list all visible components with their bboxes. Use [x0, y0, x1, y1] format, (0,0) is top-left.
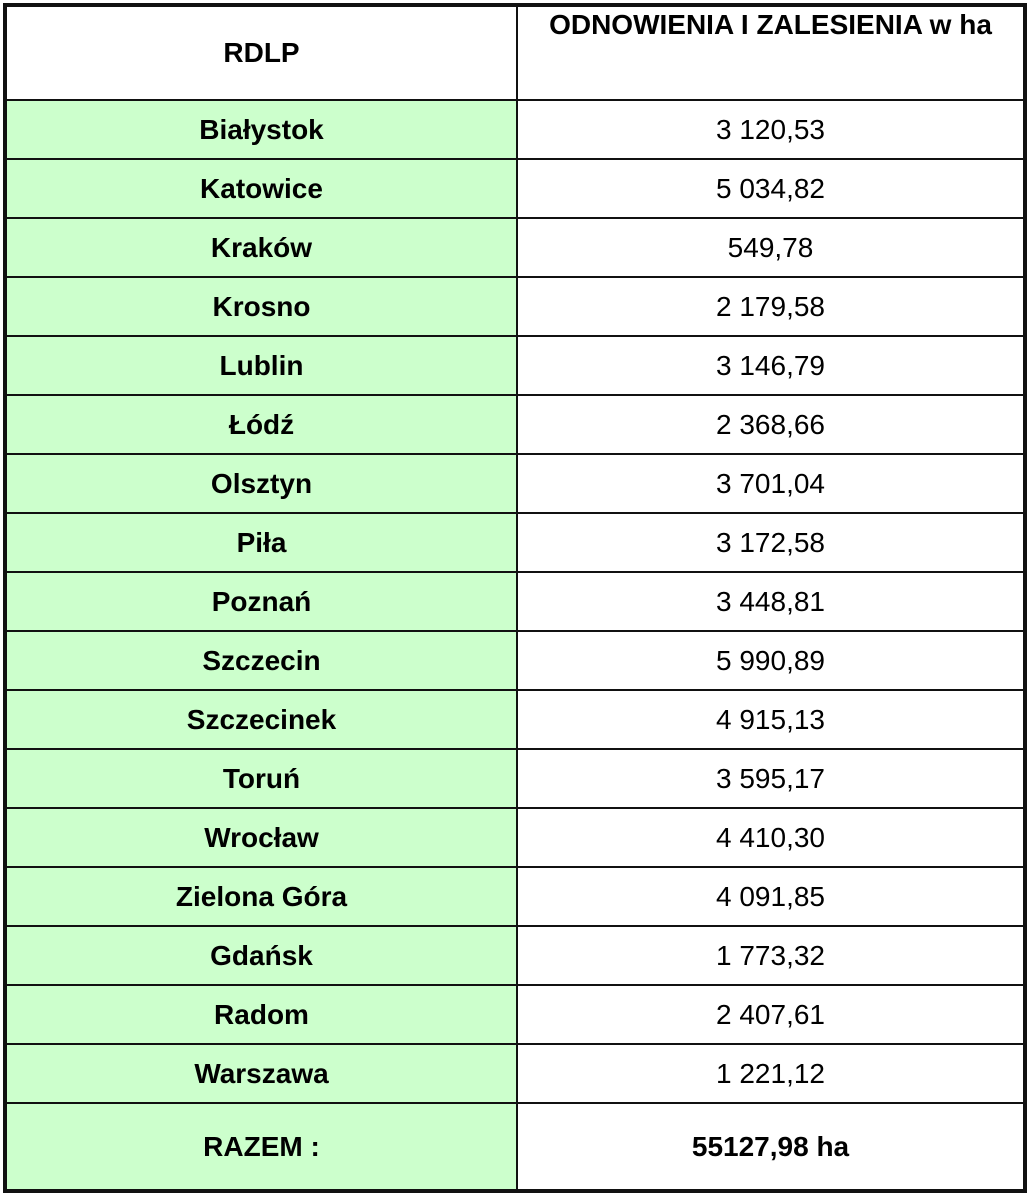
renewal-value: 2 407,61 — [516, 984, 1026, 1045]
table-row: Zielona Góra 4 091,85 — [4, 866, 1026, 927]
total-label: RAZEM : — [4, 1102, 518, 1192]
rdlp-name: Szczecin — [4, 630, 518, 691]
rdlp-name: Poznań — [4, 571, 518, 632]
header-row: RDLP ODNOWIENIA I ZALESIENIA w ha — [4, 4, 1026, 101]
table-row: Toruń 3 595,17 — [4, 748, 1026, 809]
table-row: Wrocław 4 410,30 — [4, 807, 1026, 868]
renewal-value: 2 368,66 — [516, 394, 1026, 455]
table-row: Radom 2 407,61 — [4, 984, 1026, 1045]
renewal-value: 3 701,04 — [516, 453, 1026, 514]
renewal-value: 2 179,58 — [516, 276, 1026, 337]
rdlp-name: Piła — [4, 512, 518, 573]
rdlp-name: Białystok — [4, 99, 518, 160]
table-row: Poznań 3 448,81 — [4, 571, 1026, 632]
table-row: Krosno 2 179,58 — [4, 276, 1026, 337]
renewal-value: 549,78 — [516, 217, 1026, 278]
header-renewal-area: ODNOWIENIA I ZALESIENIA w ha — [516, 4, 1026, 101]
table-row: Szczecin 5 990,89 — [4, 630, 1026, 691]
rdlp-name: Toruń — [4, 748, 518, 809]
renewal-value: 3 146,79 — [516, 335, 1026, 396]
renewal-value: 3 120,53 — [516, 99, 1026, 160]
table-row: Olsztyn 3 701,04 — [4, 453, 1026, 514]
table-row: Szczecinek 4 915,13 — [4, 689, 1026, 750]
total-row: RAZEM :55127,98 ha — [4, 1102, 1026, 1192]
renewal-value: 1 221,12 — [516, 1043, 1026, 1104]
renewal-value: 3 595,17 — [516, 748, 1026, 809]
rdlp-name: Lublin — [4, 335, 518, 396]
renewal-value: 4 410,30 — [516, 807, 1026, 868]
rdlp-name: Szczecinek — [4, 689, 518, 750]
renewal-value: 5 990,89 — [516, 630, 1026, 691]
rdlp-name: Warszawa — [4, 1043, 518, 1104]
rdlp-name: Krosno — [4, 276, 518, 337]
rdlp-name: Kraków — [4, 217, 518, 278]
renewal-value: 3 172,58 — [516, 512, 1026, 573]
rdlp-name: Gdańsk — [4, 925, 518, 986]
table-row: Gdańsk 1 773,32 — [4, 925, 1026, 986]
renewal-value: 1 773,32 — [516, 925, 1026, 986]
table-row: Piła 3 172,58 — [4, 512, 1026, 573]
total-value: 55127,98 ha — [516, 1102, 1026, 1192]
header-rdlp: RDLP — [4, 4, 518, 101]
table-row: Katowice 5 034,82 — [4, 158, 1026, 219]
forest-renewal-table: RDLP ODNOWIENIA I ZALESIENIA w ha Białys… — [3, 3, 1027, 1193]
table-row: Lublin 3 146,79 — [4, 335, 1026, 396]
rdlp-name: Katowice — [4, 158, 518, 219]
rdlp-name: Łódź — [4, 394, 518, 455]
renewal-value: 4 915,13 — [516, 689, 1026, 750]
table-row: Białystok 3 120,53 — [4, 99, 1026, 160]
table-row: Łódź 2 368,66 — [4, 394, 1026, 455]
rdlp-name: Olsztyn — [4, 453, 518, 514]
table-row: Kraków 549,78 — [4, 217, 1026, 278]
rdlp-name: Wrocław — [4, 807, 518, 868]
renewal-value: 5 034,82 — [516, 158, 1026, 219]
renewal-value: 4 091,85 — [516, 866, 1026, 927]
table-row: Warszawa 1 221,12 — [4, 1043, 1026, 1104]
renewal-value: 3 448,81 — [516, 571, 1026, 632]
rdlp-name: Radom — [4, 984, 518, 1045]
rdlp-name: Zielona Góra — [4, 866, 518, 927]
